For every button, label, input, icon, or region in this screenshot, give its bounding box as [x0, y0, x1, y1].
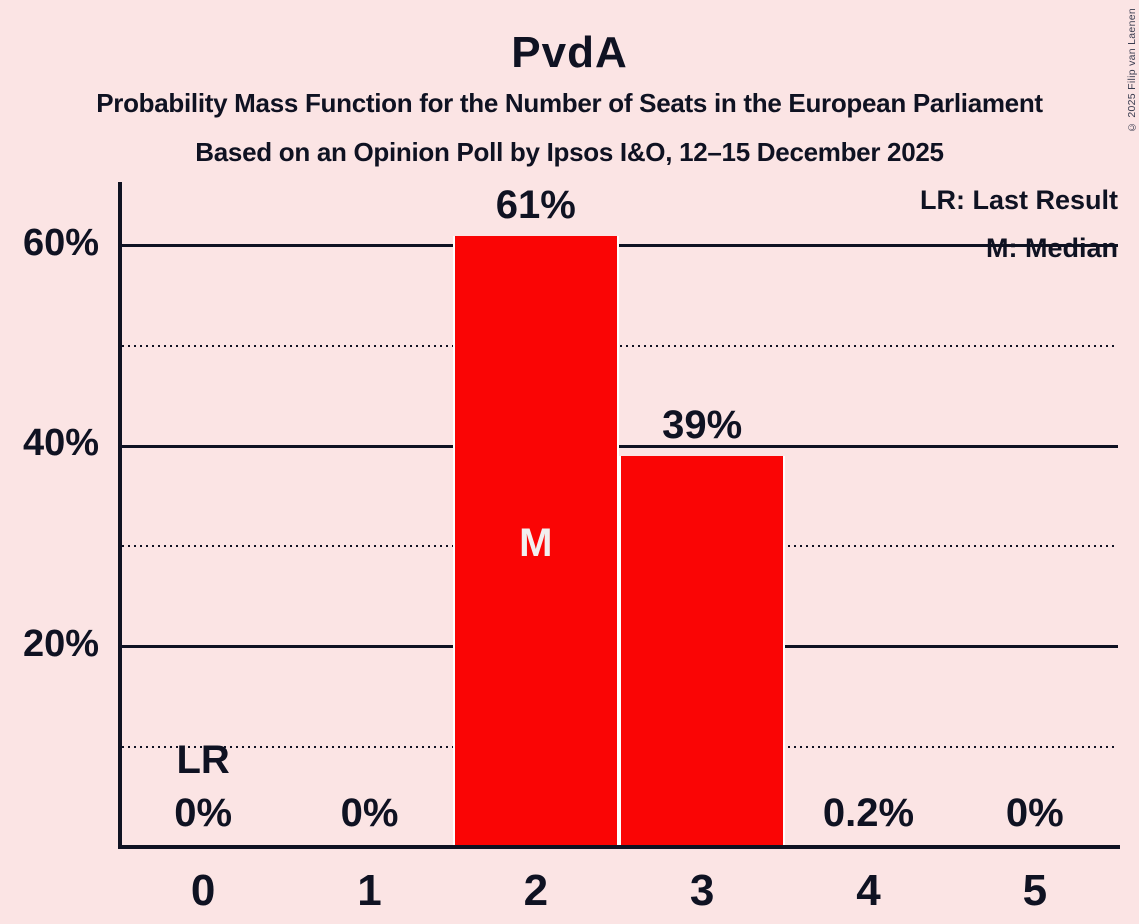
minor-gridline	[122, 345, 1118, 347]
chart-subtitle: Probability Mass Function for the Number…	[96, 88, 1043, 118]
y-axis	[118, 182, 122, 849]
x-tick-label: 1	[357, 866, 382, 915]
bar-value-label: 61%	[495, 182, 576, 227]
bar-value-label: 39%	[662, 403, 743, 448]
legend-median: M: Median	[986, 233, 1118, 263]
y-tick-label: 40%	[22, 422, 99, 465]
bar-value-label: 0%	[340, 791, 399, 835]
x-tick-label: 0	[190, 866, 216, 915]
bar	[619, 456, 786, 847]
median-marker-label: M	[519, 521, 553, 566]
x-axis	[118, 845, 1120, 849]
bar	[452, 235, 619, 847]
x-tick-label: 3	[689, 866, 715, 915]
x-tick-label: 2	[523, 866, 549, 915]
bar-value-label: 0.2%	[822, 791, 915, 835]
legend-last-result: LR: Last Result	[919, 185, 1118, 215]
bar-value-label: 0%	[1005, 791, 1064, 835]
major-gridline	[122, 244, 1118, 248]
chart-source-line: Based on an Opinion Poll by Ipsos I&O, 1…	[195, 137, 944, 167]
x-tick-label: 5	[1022, 866, 1048, 915]
y-tick-label: 20%	[22, 622, 99, 665]
copyright-notice: © 2025 Filip van Laenen	[1126, 8, 1138, 134]
x-tick-label: 4	[856, 866, 881, 915]
bar-value-label: 0%	[174, 791, 233, 835]
chart-title: PvdA	[511, 28, 628, 77]
last-result-label: LR	[176, 738, 230, 782]
major-gridline	[122, 444, 1118, 448]
y-tick-label: 60%	[22, 221, 99, 264]
